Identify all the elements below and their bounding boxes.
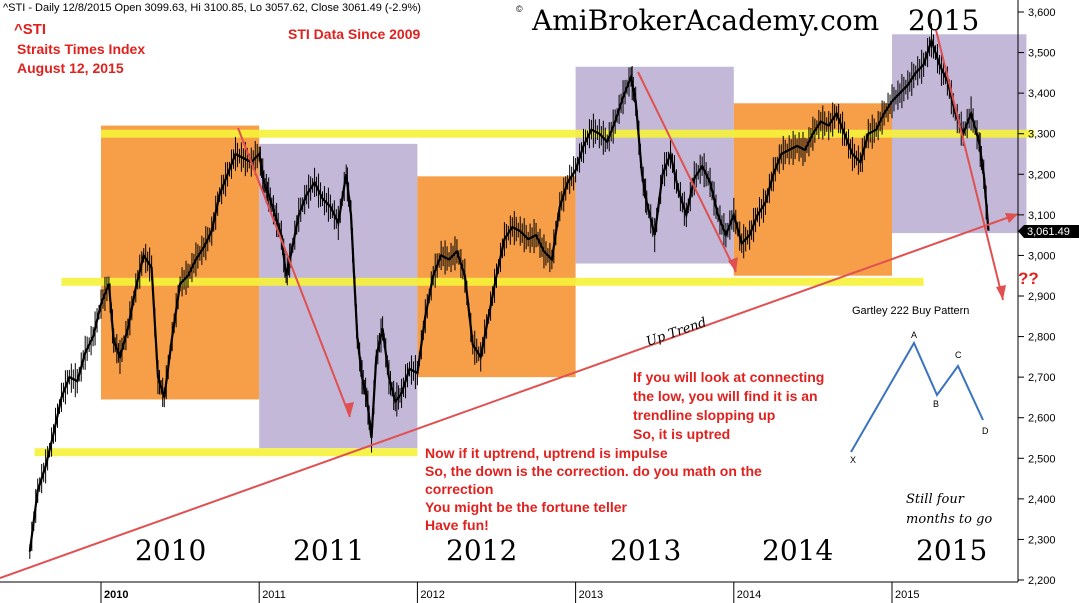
last-price-label: 3,061.49: [1027, 226, 1070, 238]
arrow-2011: [237, 127, 351, 418]
symbol-label: ^STI: [14, 21, 46, 38]
arrowhead-icon: [1005, 213, 1018, 223]
watermark-text: AmiBrokerAcademy.com: [531, 4, 879, 37]
x-tick-label: 2015: [895, 589, 919, 601]
y-tick-label: 3,400: [1028, 88, 1056, 100]
gartley-point-c: C: [955, 350, 962, 360]
y-tick-label: 2,600: [1028, 413, 1056, 425]
y-tick-label: 2,500: [1028, 453, 1056, 465]
y-tick-label: 2,800: [1028, 332, 1056, 344]
x-tick-label: 2013: [579, 589, 603, 601]
data-since-label: STI Data Since 2009: [288, 26, 421, 42]
gartley-point-a: A: [911, 330, 917, 340]
arrow-2015: [935, 29, 1004, 301]
big-year-label-2012: 2012: [446, 534, 517, 567]
year-box-2010: [101, 125, 260, 400]
arrow-2013: [637, 71, 737, 273]
big-year-label-2010: 2010: [135, 534, 206, 567]
year-labels-big: 2010 2011 2012 2013 2014 2015: [135, 534, 987, 567]
gartley-point-b: B: [933, 399, 939, 409]
y-tick-label: 3,100: [1028, 210, 1056, 222]
correction-arrows: [237, 29, 1004, 418]
note1-line: If you will look at connecting: [633, 369, 824, 385]
note2-line: So, the down is the correction. do you m…: [425, 463, 762, 479]
y-tick-label: 3,200: [1028, 169, 1056, 181]
y-tick-label: 2,300: [1028, 534, 1056, 546]
big-year-label-2013: 2013: [610, 534, 681, 567]
index-name-label: Straits Times Index: [17, 41, 145, 57]
big-year-label-2011: 2011: [293, 534, 364, 567]
note2-line: correction: [425, 481, 493, 497]
y-tick-label: 3,500: [1028, 48, 1056, 60]
yellow-level-line: [101, 129, 1035, 138]
arrowhead-icon: [344, 402, 354, 417]
watermark-year: 2015: [908, 4, 979, 37]
x-axis-ticks: 2010 2011 2012 2013 2014 2015: [100, 582, 919, 603]
note2-line: Have fun!: [425, 517, 489, 533]
gartley-point-x: X: [850, 455, 856, 465]
y-tick-label: 2,700: [1028, 372, 1056, 384]
note-impulse: Now if it uptrend, uptrend is impulse So…: [425, 445, 762, 533]
y-tick-label: 3,600: [1028, 7, 1056, 19]
months-to-go-text: months to go: [906, 512, 992, 527]
price-series: [28, 23, 990, 559]
header-info-line: ^STI - Daily 12/8/2015 Open 3099.63, Hi …: [3, 2, 421, 14]
x-tick-label: 2010: [104, 589, 128, 601]
y-tick-label: 3,000: [1028, 250, 1056, 262]
note2-line: Now if it uptrend, uptrend is impulse: [425, 445, 668, 461]
big-year-label-2015: 2015: [916, 534, 987, 567]
support-resistance-lines: [34, 129, 1035, 457]
y-tick-label: 2,900: [1028, 291, 1056, 303]
arrowhead-icon: [728, 257, 738, 272]
gartley-pattern-line: [850, 340, 984, 453]
gartley-title: Gartley 222 Buy Pattern: [852, 305, 969, 317]
gartley-point-d: D: [982, 426, 989, 436]
arrow-heads: [344, 213, 1018, 417]
x-tick-label: 2011: [262, 589, 286, 601]
y-tick-label: 2,400: [1028, 494, 1056, 506]
copyright-icon: ©: [516, 4, 523, 14]
note-trendline: If you will look at connecting the low, …: [633, 369, 824, 442]
x-tick-label: 2012: [420, 589, 444, 601]
still-four-text: Still four: [906, 492, 965, 507]
note1-line: the low, you will find it is an: [633, 388, 818, 404]
x-tick-label: 2014: [737, 589, 761, 601]
year-box-2011: [259, 143, 418, 449]
question-marks: ??: [1018, 269, 1039, 288]
y-axis-ticks: 2,200 2,300 2,400 2,500 2,600 2,700 2,800 2,900…: [1018, 7, 1056, 587]
last-price-tag: 3,061.49: [1018, 225, 1079, 238]
arrowhead-icon: [996, 285, 1006, 300]
uptrend-line: [0, 213, 1019, 579]
y-tick-label: 3,300: [1028, 129, 1056, 141]
date-label: August 12, 2015: [17, 60, 124, 76]
note1-line: So, it is uptred: [633, 426, 730, 442]
note2-line: You might be the fortune teller: [425, 499, 628, 515]
yellow-level-line: [34, 448, 418, 457]
note1-line: trendline slopping up: [633, 407, 775, 423]
big-year-label-2014: 2014: [762, 534, 833, 567]
yellow-level-line: [61, 277, 924, 286]
y-tick-label: 2,200: [1028, 575, 1056, 587]
